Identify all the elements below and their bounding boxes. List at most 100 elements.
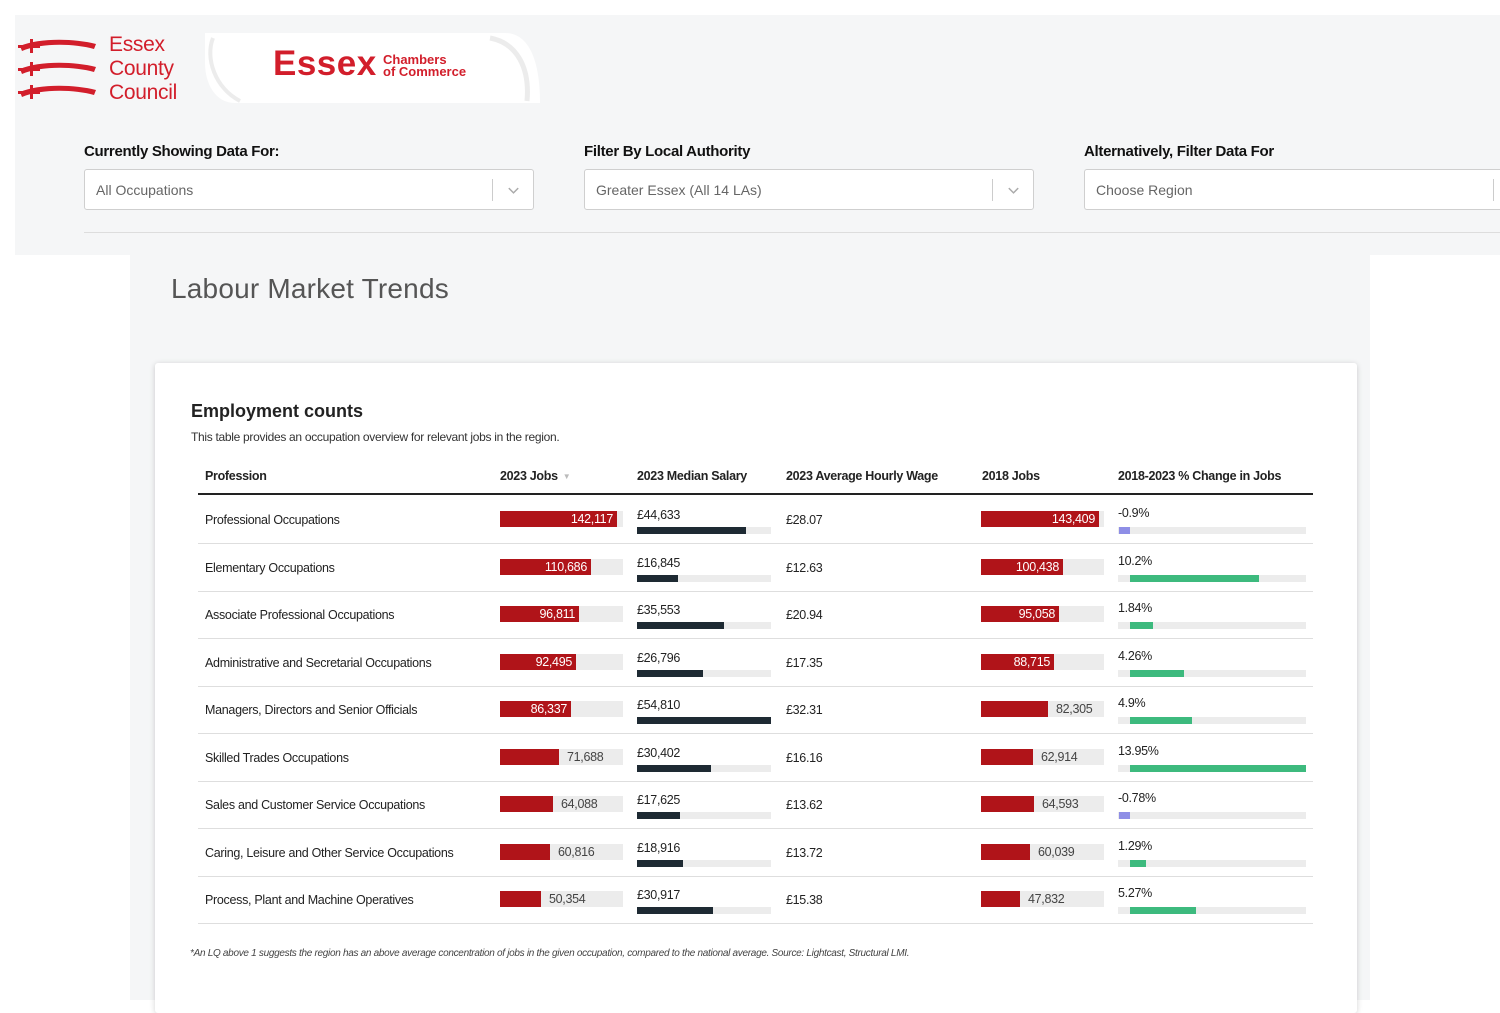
change-bar — [1118, 812, 1306, 819]
footnote: *An LQ above 1 suggests the region has a… — [190, 948, 910, 959]
jobs-2018-bar: 143,409 — [981, 511, 1104, 527]
jobs-2018-bar: 95,058 — [981, 606, 1104, 622]
hourly-wage-value: £15.38 — [786, 893, 823, 907]
change-bar — [1118, 907, 1306, 914]
median-salary-bar — [637, 622, 771, 629]
median-salary-value: £44,633 — [637, 508, 681, 522]
jobs-2018-bar-fill — [981, 606, 1059, 622]
chevron-down-icon[interactable] — [1006, 183, 1021, 198]
median-salary-bar-fill — [637, 717, 771, 724]
local-authority-filter-label: Filter By Local Authority — [584, 143, 751, 160]
jobs-2018-value: 62,914 — [1041, 749, 1078, 764]
median-salary-bar — [637, 574, 771, 582]
table-row: Professional Occupations 142,117 143,409 £4… — [198, 496, 1313, 544]
change-value: 5.27% — [1118, 886, 1152, 900]
hourly-wage-value: £32.31 — [786, 703, 823, 717]
profession-name: Managers, Directors and Senior Officials — [205, 703, 418, 717]
median-salary-value: £16,845 — [637, 555, 681, 570]
change-bar — [1118, 527, 1306, 534]
jobs-2018-value: 64,593 — [1042, 797, 1079, 811]
median-salary-bar — [637, 717, 771, 724]
jobs-2023-bar: 64,088 — [500, 796, 623, 812]
jobs-2023-bar-fill — [500, 748, 559, 765]
profession-name: Caring, Leisure and Other Service Occupa… — [205, 845, 454, 860]
jobs-2023-bar-fill — [500, 796, 553, 812]
profession-name: Elementary Occupations — [205, 560, 335, 575]
header-profession[interactable]: Profession — [205, 469, 267, 483]
change-bar-fill — [1119, 812, 1130, 819]
change-value: 1.84% — [1118, 601, 1152, 615]
jobs-2023-bar: 60,816 — [500, 843, 623, 860]
header-median-salary[interactable]: 2023 Median Salary — [637, 469, 747, 483]
jobs-2018-bar-fill — [981, 748, 1033, 765]
hourly-wage-value: £28.07 — [786, 513, 823, 527]
local-authority-select[interactable]: Greater Essex (All 14 LAs) — [584, 169, 1034, 210]
jobs-2018-value: 47,832 — [1028, 892, 1065, 906]
profession-name: Administrative and Secretarial Occupatio… — [205, 655, 432, 670]
jobs-2023-bar: 96,811 — [500, 606, 623, 622]
median-salary-bar-fill — [637, 622, 724, 629]
jobs-2018-bar-fill — [981, 558, 1063, 575]
occupation-select[interactable]: All Occupations — [84, 169, 534, 210]
change-bar-fill — [1119, 527, 1130, 534]
jobs-2023-bar-fill — [500, 511, 617, 527]
change-value: -0.78% — [1118, 791, 1156, 805]
select-separator — [1493, 179, 1494, 201]
change-bar-fill — [1130, 907, 1196, 914]
region-select-placeholder: Choose Region — [1096, 182, 1193, 198]
region-select[interactable]: Choose Region — [1084, 169, 1500, 210]
jobs-2018-value: 100,438 — [1015, 559, 1059, 574]
header-jobs-2023[interactable]: 2023 Jobs ▼ — [500, 469, 571, 483]
select-separator — [992, 179, 993, 201]
hourly-wage-value: £17.35 — [786, 655, 823, 670]
employment-card: Employment counts This table provides an… — [155, 363, 1357, 1013]
jobs-2018-bar: 88,715 — [981, 653, 1104, 670]
table-row: Elementary Occupations 110,686 100,438 £16,… — [198, 544, 1313, 592]
council-name: Essex County Council — [109, 33, 177, 104]
header-jobs-2018[interactable]: 2018 Jobs — [982, 469, 1040, 483]
table-header: Profession 2023 Jobs ▼ 2023 Median Salary… — [198, 459, 1313, 495]
profession-name: Associate Professional Occupations — [205, 608, 395, 622]
chevron-down-icon[interactable] — [506, 183, 521, 198]
jobs-2023-value: 64,088 — [561, 797, 598, 811]
region-filter-label: Alternatively, Filter Data For — [1084, 143, 1274, 160]
jobs-2018-bar-fill — [981, 796, 1034, 812]
change-bar — [1118, 764, 1306, 772]
jobs-2018-bar-fill — [981, 701, 1048, 717]
median-salary-value: £54,810 — [637, 698, 681, 712]
profession-name: Sales and Customer Service Occupations — [205, 798, 425, 812]
change-bar — [1118, 859, 1306, 867]
table-row: Skilled Trades Occupations 71,688 62,914 £3… — [198, 734, 1313, 782]
median-salary-bar — [637, 527, 771, 534]
header-hourly-wage[interactable]: 2023 Average Hourly Wage — [786, 469, 938, 483]
jobs-2018-value: 82,305 — [1056, 702, 1093, 716]
jobs-2023-bar-fill — [500, 653, 576, 670]
median-salary-bar — [637, 764, 771, 772]
jobs-2023-bar: 86,337 — [500, 701, 623, 717]
profession-name: Process, Plant and Machine Operatives — [205, 893, 414, 907]
change-bar-fill — [1130, 574, 1259, 582]
sort-desc-icon[interactable]: ▼ — [562, 472, 571, 482]
profession-name: Skilled Trades Occupations — [205, 750, 349, 765]
jobs-2023-bar-fill — [500, 701, 571, 717]
change-bar — [1118, 717, 1306, 724]
jobs-2018-bar-fill — [981, 843, 1030, 860]
jobs-2018-bar-fill — [981, 653, 1054, 670]
hourly-wage-value: £12.63 — [786, 560, 823, 575]
jobs-2023-value: 96,811 — [539, 607, 575, 621]
jobs-2018-value: 95,058 — [1018, 607, 1056, 621]
jobs-2023-value: 71,688 — [567, 749, 604, 764]
chambers-logo-wordmark: Essex — [273, 44, 377, 83]
jobs-2023-bar: 142,117 — [500, 511, 623, 527]
jobs-2018-bar: 82,305 — [981, 701, 1104, 717]
change-value: 13.95% — [1118, 743, 1159, 758]
median-salary-value: £18,916 — [637, 840, 681, 855]
header-change[interactable]: 2018-2023 % Change in Jobs — [1118, 469, 1282, 483]
table-row: Sales and Customer Service Occupations 64… — [198, 781, 1313, 829]
chambers-logo-subtitle: Chambers of Commerce — [383, 52, 467, 79]
jobs-2023-value: 142,117 — [570, 512, 613, 526]
change-bar-fill — [1130, 622, 1153, 629]
jobs-2023-value: 50,354 — [549, 892, 586, 906]
profession-name: Professional Occupations — [205, 513, 340, 527]
change-bar — [1118, 622, 1306, 629]
